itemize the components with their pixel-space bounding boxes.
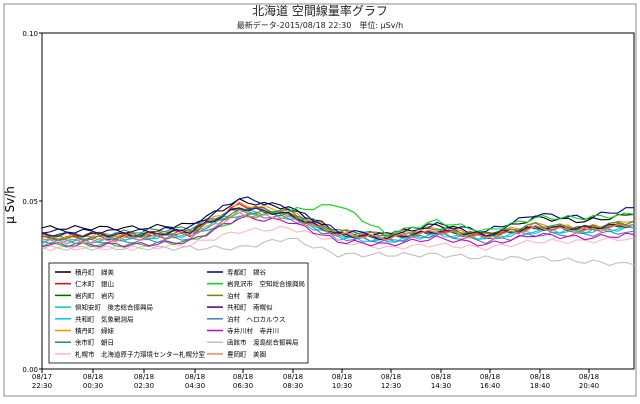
chart-title: 北海道 空間線量率グラフ	[252, 3, 388, 18]
x-tick-time: 08:30	[283, 382, 303, 390]
legend-label: 豊岡町 美園	[227, 349, 266, 358]
legend-label: 積丹町 婦妹	[75, 326, 115, 335]
legend-label: 岩見沢市 空知総合振興局	[227, 279, 305, 288]
x-tick-time: 14:30	[431, 382, 451, 390]
x-tick-date: 08/18	[480, 373, 500, 381]
x-tick-date: 08/18	[530, 373, 550, 381]
series-line	[41, 207, 635, 241]
legend-label: 札幌市 北海道原子力環境センター札幌分室	[75, 349, 206, 358]
x-tick-time: 04:30	[185, 382, 205, 390]
x-tick-time: 02:30	[134, 382, 154, 390]
y-tick-label: 0.05	[22, 198, 38, 206]
x-tick-date: 08/17	[32, 373, 52, 381]
series-line	[41, 211, 635, 245]
series-line	[41, 196, 634, 237]
series-line	[41, 225, 635, 252]
axis-ticks: 0.000.050.1008/1722:3008/1800:3008/1802:…	[22, 30, 599, 390]
y-axis-label: μ Sv/h	[3, 186, 17, 224]
legend-label: 寿都町 錦谷	[227, 268, 267, 277]
y-tick-label: 0.10	[22, 30, 38, 38]
legend-box	[48, 262, 309, 364]
x-tick-date: 08/18	[83, 373, 103, 381]
legend-label: 積丹町 婦美	[75, 268, 115, 277]
series-lines	[41, 196, 635, 267]
legend-label: 仁木町 銀山	[75, 279, 114, 288]
series-line	[41, 206, 635, 238]
legend-label: 余市町 朝日	[75, 338, 114, 347]
chart-subtitle: 最新データ-2015/08/18 22:30 単位: μSv/h	[237, 20, 404, 30]
series-line	[41, 215, 635, 248]
x-tick-time: 12:30	[381, 382, 401, 390]
x-tick-date: 08/18	[233, 373, 253, 381]
x-tick-time: 10:30	[332, 382, 352, 390]
x-tick-date: 08/18	[134, 373, 154, 381]
x-tick-time: 16:40	[480, 382, 500, 390]
x-tick-time: 20:40	[579, 382, 599, 390]
x-tick-date: 08/18	[381, 373, 401, 381]
y-tick-label: 0.00	[22, 366, 38, 374]
x-tick-date: 08/18	[283, 373, 303, 381]
legend-label: 倶知安町 後志総合振興局	[75, 303, 153, 312]
legend-label: 函館市 渡島総合振興局	[227, 338, 299, 347]
outer-border	[3, 3, 637, 397]
series-line	[41, 237, 635, 267]
x-tick-time: 00:30	[83, 382, 103, 390]
legend-label: 泊村 茶津	[227, 291, 260, 300]
x-tick-time: 22:30	[32, 382, 52, 390]
legend-label: 岩内町 岩内	[75, 291, 114, 300]
x-tick-date: 08/18	[579, 373, 599, 381]
series-line	[41, 204, 635, 248]
x-tick-time: 18:40	[530, 382, 550, 390]
x-tick-date: 08/18	[431, 373, 451, 381]
x-tick-date: 08/18	[185, 373, 205, 381]
x-tick-date: 08/18	[332, 373, 352, 381]
x-tick-time: 06:30	[233, 382, 253, 390]
legend-label: 共和町 気象観測局	[75, 314, 134, 323]
legend-label: 共和町 南幌似	[227, 303, 273, 312]
legend-label: 泊村 ヘロカルウス	[227, 314, 286, 323]
legend-label: 寺井川村 寺井川	[227, 326, 279, 335]
